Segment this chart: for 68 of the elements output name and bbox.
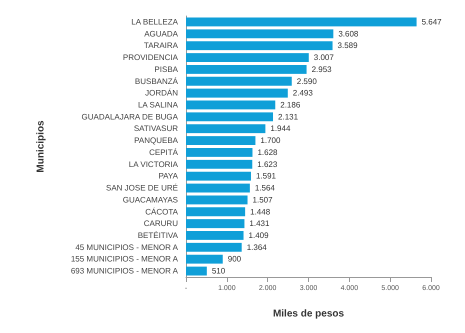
bar [186,219,244,228]
bar [186,64,307,74]
bar [186,41,333,50]
data-label: 1.944 [270,124,291,134]
y-tick-label: JORDÁN [145,88,178,98]
bar [186,112,274,122]
y-tick-label: GUADALAJARA DE BUGA [82,112,179,122]
data-label: 1.700 [260,136,281,146]
data-label: 2.953 [312,64,332,74]
y-tick-label: SAN JOSE DE URÉ [106,184,178,193]
data-label: 3.589 [338,41,358,50]
y-tick-label: LA BELLEZA [131,17,179,26]
bar [186,172,251,181]
data-label: 3.608 [338,29,359,38]
data-label: 1.628 [257,148,278,157]
bar [186,17,417,26]
bar [186,53,309,62]
data-label: 1.431 [249,219,270,228]
data-label: 1.448 [250,207,271,216]
y-tick-label: 693 MUNICIPIOS - MENOR A [70,266,179,276]
bar [186,88,288,98]
data-label: 2.186 [280,100,301,110]
y-tick-label: PAYA [158,172,179,181]
y-tick-label: GUACAMAYAS [122,195,178,204]
data-label: 1.564 [254,184,276,193]
bar [186,136,256,146]
y-tick-label: BETÉITIVA [138,230,179,240]
data-label: 510 [212,266,226,276]
y-tick-label: PISBA [154,64,179,74]
bar [186,207,246,216]
data-label: 3.007 [314,53,334,62]
data-label: 2.131 [278,112,299,122]
bar [186,76,292,86]
data-label: 900 [228,254,242,264]
y-tick-label: LA VICTORIA [128,160,179,169]
y-tick-label: PROVIDENCIA [122,53,179,62]
data-label: 2.493 [292,88,314,98]
data-label: 1.591 [256,172,277,181]
bar [186,254,223,264]
y-tick-label: LA SALINA [138,100,179,110]
y-tick-label: PANQUEBA [134,136,179,146]
y-tick-label: CÁCOTA [145,207,179,216]
data-label: 1.409 [248,230,270,240]
y-tick-label: 155 MUNICIPIOS - MENOR A [70,254,179,264]
data-label: 5.647 [422,17,442,26]
bar [186,242,242,252]
bar [186,184,250,192]
y-tick-label: TARAIRA [144,41,179,50]
bar [186,100,276,110]
bar [186,29,334,38]
bar [186,266,207,276]
x-axis-title: Miles de pesos [272,308,345,320]
y-tick-label: 45 MUNICIPIOS - MENOR A [75,242,179,252]
y-tick-label: AGUADA [144,29,179,38]
data-label: 1.364 [246,242,268,252]
y-tick-label: CARURU [144,219,178,228]
data-label: 1.623 [257,160,278,169]
bar [186,148,252,157]
y-tick-label: CEPITÁ [149,148,179,157]
bar [186,231,244,240]
data-label: 2.590 [296,76,318,86]
bar [186,195,248,204]
y-tick-label: BUSBANZÁ [134,76,179,86]
y-tick-label: SATIVASUR [134,124,178,134]
bar [186,160,252,169]
y-axis-title: Municipios [36,120,46,173]
bar [186,124,266,134]
data-label: 1.507 [252,195,274,204]
